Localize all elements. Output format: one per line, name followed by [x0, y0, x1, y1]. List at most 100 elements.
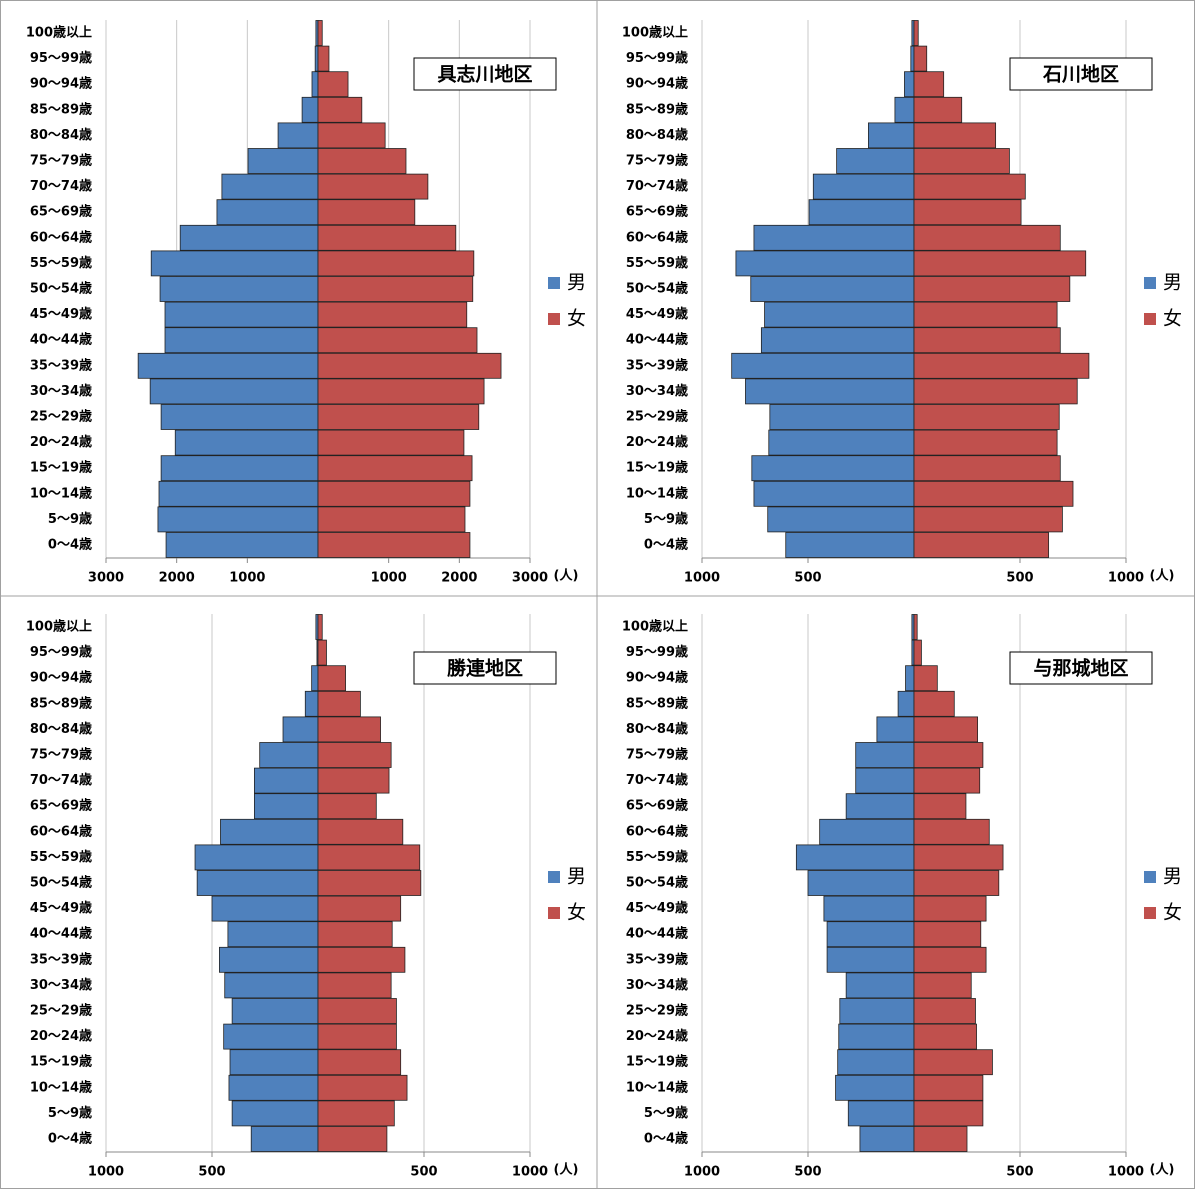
y-tick-label: 85～89歳	[626, 695, 688, 711]
y-tick-label: 30～34歳	[626, 977, 688, 993]
legend-label: 男	[1163, 866, 1182, 888]
bar	[913, 506, 1063, 533]
y-tick-label: 5～9歳	[48, 511, 92, 527]
x-tick-label: 500	[1006, 571, 1033, 586]
bar	[913, 455, 1061, 482]
y-tick-label: 50～54歳	[30, 281, 92, 297]
bar	[913, 122, 997, 149]
chart-title: 石川地区	[1042, 63, 1119, 86]
bar	[301, 96, 319, 123]
bar	[913, 614, 918, 640]
x-tick-label: 1000	[1108, 1165, 1144, 1180]
x-tick-label: 500	[794, 1165, 821, 1180]
bar	[876, 716, 915, 743]
x-tick-label: 1000	[371, 571, 407, 586]
y-tick-label: 25～29歳	[30, 409, 92, 425]
bar	[745, 378, 915, 405]
bar	[231, 1100, 319, 1127]
bar	[750, 276, 915, 302]
bar	[808, 199, 915, 226]
y-tick-label: 80～84歳	[626, 127, 688, 143]
bar	[913, 96, 963, 123]
bar	[913, 998, 976, 1024]
y-tick-label: 90～94歳	[30, 670, 92, 686]
bar	[196, 870, 319, 896]
x-tick-label: 500	[794, 571, 821, 586]
y-tick-label: 15～19歳	[30, 460, 92, 476]
y-tick-label: 55～59歳	[626, 255, 688, 271]
bar	[317, 1126, 388, 1152]
x-tick-label: 1000	[684, 1165, 720, 1180]
y-tick-label: 10～14歳	[30, 1079, 92, 1095]
bar	[250, 1126, 319, 1152]
bar	[317, 844, 421, 871]
y-tick-label: 75～79歳	[626, 153, 688, 169]
y-tick-label: 30～34歳	[626, 383, 688, 399]
bar	[224, 972, 319, 999]
bar	[913, 972, 972, 999]
bar	[913, 1049, 993, 1076]
y-tick-label: 25～29歳	[626, 1003, 688, 1019]
bar	[282, 716, 319, 743]
bar	[835, 1074, 915, 1101]
bar	[317, 532, 471, 558]
y-tick-label: 45～49歳	[626, 900, 688, 916]
bar	[913, 870, 1000, 896]
legend-label: 男	[567, 866, 586, 888]
bar	[164, 327, 319, 354]
y-tick-label: 75～79歳	[30, 153, 92, 169]
y-tick-label: 0～4歳	[48, 1131, 92, 1147]
legend-swatch	[1144, 313, 1156, 325]
bar	[839, 998, 915, 1024]
y-tick-label: 50～54歳	[626, 281, 688, 297]
bar	[905, 665, 915, 692]
bar	[149, 378, 319, 405]
bar	[219, 946, 319, 973]
x-tick-label: 500	[1006, 1165, 1033, 1180]
bar	[785, 532, 915, 558]
chart-title: 具志川地区	[437, 63, 532, 86]
y-tick-label: 95～99歳	[626, 50, 688, 66]
y-tick-label: 40～44歳	[626, 332, 688, 348]
bar	[216, 199, 319, 226]
y-tick-label: 15～19歳	[626, 1054, 688, 1070]
legend-swatch	[1144, 871, 1156, 883]
y-tick-label: 70～74歳	[626, 178, 688, 194]
title-box	[1009, 57, 1153, 91]
bar	[317, 690, 361, 717]
bar	[913, 895, 987, 922]
y-tick-label: 10～14歳	[30, 485, 92, 501]
y-tick-label: 90～94歳	[626, 670, 688, 686]
bar	[317, 480, 471, 507]
bar	[826, 921, 915, 948]
legend-label: 男	[567, 272, 586, 294]
bar	[913, 20, 919, 46]
bar	[317, 122, 386, 149]
y-tick-label: 5～9歳	[644, 1105, 688, 1121]
bar	[837, 1049, 915, 1076]
bar	[317, 148, 407, 174]
bar	[913, 921, 982, 948]
y-tick-label: 20～24歳	[30, 434, 92, 450]
bar	[314, 45, 319, 72]
y-tick-label: 35～39歳	[626, 357, 688, 373]
bar	[317, 793, 377, 820]
bar	[913, 429, 1058, 456]
bar	[913, 480, 1074, 507]
y-tick-label: 0～4歳	[644, 537, 688, 553]
y-tick-label: 100歳以上	[622, 25, 688, 41]
bar	[795, 844, 915, 871]
bar	[253, 767, 319, 794]
bar	[228, 1074, 319, 1101]
legend-swatch	[548, 277, 560, 289]
bar	[913, 1100, 984, 1127]
y-tick-label: 70～74歳	[626, 772, 688, 788]
y-tick-label: 55～59歳	[30, 255, 92, 271]
bar	[913, 378, 1078, 405]
bar	[317, 639, 327, 666]
bar	[247, 148, 319, 174]
bar	[317, 1049, 402, 1076]
x-tick-label: 1000	[88, 1165, 124, 1180]
bar	[160, 455, 319, 482]
bar	[913, 301, 1058, 328]
